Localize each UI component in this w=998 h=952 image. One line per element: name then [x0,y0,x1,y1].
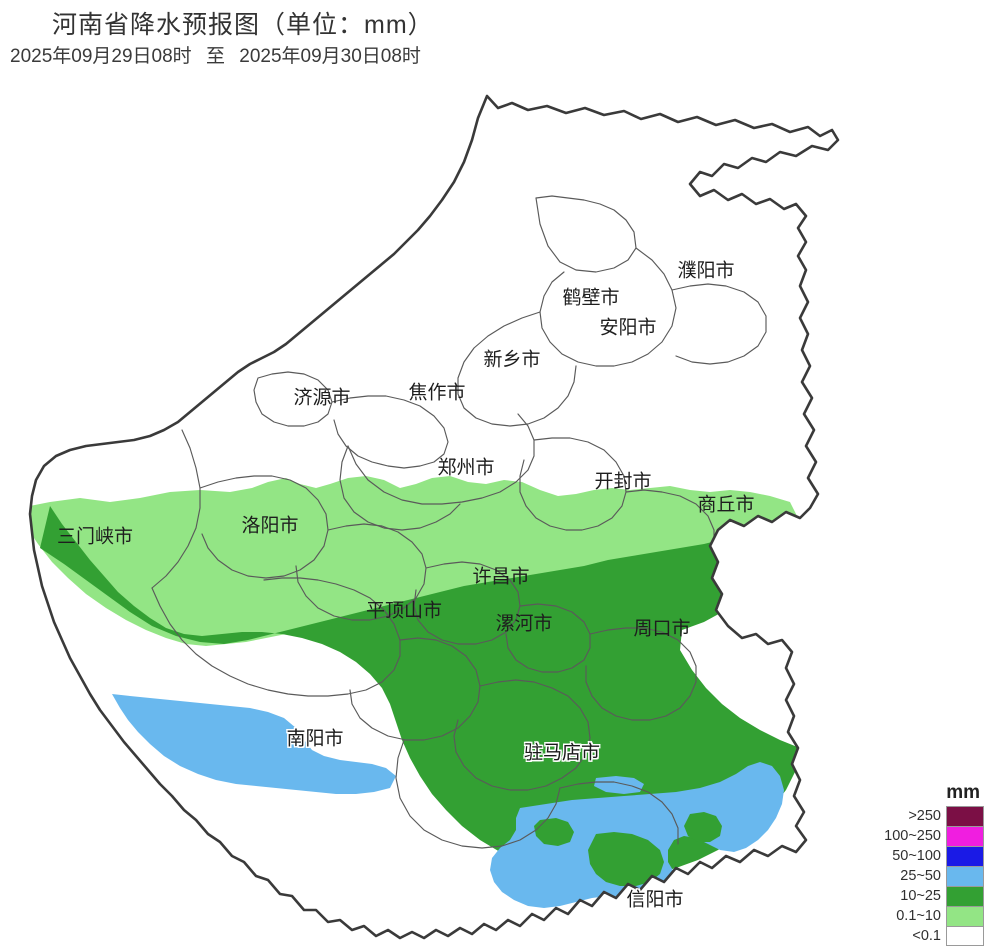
legend-swatch [946,846,984,866]
period-separator: 至 [205,46,225,67]
legend-swatch [946,926,984,946]
legend-row: 10~25 [880,886,984,906]
period-end: 2025年09月30日08时 [239,46,421,67]
province-outline [28,94,840,940]
legend-label: <0.1 [912,928,941,944]
legend-swatch [946,886,984,906]
legend-swatch [946,806,984,826]
legend-label: 100~250 [884,828,941,844]
legend-swatch [946,866,984,886]
legend-swatch [946,826,984,846]
legend-row: 100~250 [880,826,984,846]
legend-row: <0.1 [880,926,984,946]
legend-label: 50~100 [892,848,941,864]
legend-row: 50~100 [880,846,984,866]
legend-row: >250 [880,806,984,826]
period-start: 2025年09月29日08时 [10,46,192,67]
prefecture-boundaries [151,195,767,849]
legend-label: >250 [908,808,941,824]
forecast-period: 2025年09月29日08时 至 2025年09月30日08时 [0,44,998,70]
legend-row: 25~50 [880,866,984,886]
legend-swatch [946,906,984,926]
legend-label: 25~50 [900,868,941,884]
legend: mm >250 100~250 50~100 25~50 10~25 0.1~1… [880,782,984,946]
legend-label: 0.1~10 [896,908,941,924]
band-layer-25-50-southeast [490,762,784,908]
precipitation-map: 濮阳市 鹤壁市 安阳市 新乡市 济源市 焦作市 郑州市 开封市 商丘市 三门峡市… [0,78,998,952]
legend-row: 0.1~10 [880,906,984,926]
band-layer-25-50-southwest [112,694,396,794]
band-layer-0.1-10 [30,476,800,646]
legend-unit-label: mm [946,782,980,803]
legend-label: 10~25 [900,888,941,904]
map-header: 河南省降水预报图（单位：mm） 2025年09月29日08时 至 2025年09… [0,0,998,70]
map-canvas [28,94,840,940]
page-title: 河南省降水预报图（单位：mm） [52,11,434,39]
